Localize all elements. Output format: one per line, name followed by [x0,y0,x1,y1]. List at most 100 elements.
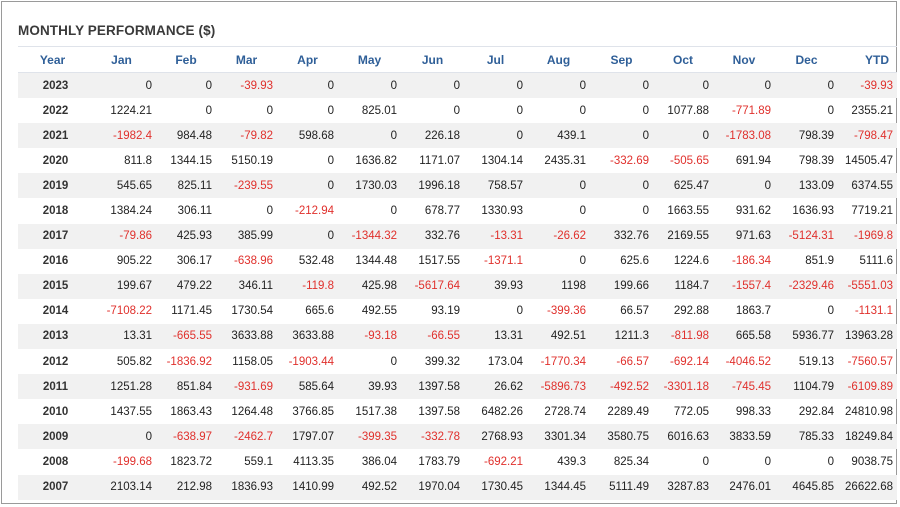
cell-may: 1730.03 [338,173,401,199]
table-row: 2015 199.67 479.22 346.11 -119.8 425.98 -5617.… [18,273,897,299]
cell-feb: 1171.45 [171,305,212,318]
cell-jan: 13.31 [87,323,156,350]
cell-apr: 1797.07 [277,424,338,450]
cell-dec: 798.39 [775,123,838,149]
cell-oct: 1077.88 [667,104,709,117]
table-row: 2017 -79.86 425.93 385.99 0 -1344.32 332.76 -13… [18,223,897,249]
cell-nov: -745.45 [713,374,775,400]
year-cell: 2023 [18,72,87,99]
cell-feb: 425.93 [156,223,216,249]
cell-apr: 0 [277,72,338,99]
cell-oct: 2169.55 [653,223,713,249]
cell-aug: 439.3 [557,455,586,468]
cell-apr: 0 [327,104,334,117]
cell-dec: 0 [827,305,834,318]
panel-title: MONTHLY PERFORMANCE ($) [18,23,216,38]
cell-oct: -692.14 [669,355,709,368]
cell-mar: 3633.88 [216,323,277,350]
cell-mar: -239.55 [216,173,277,199]
cell-sep: 625.6 [620,255,649,268]
cell-feb: -638.97 [156,424,216,450]
cell-dec: -5124.31 [775,223,838,249]
table-row: 2021 -1982.4 984.48 -79.82 598.68 0 226.18 0 439… [18,123,897,149]
cell-ytd: 14505.47 [845,154,893,167]
cell-jun: 332.76 [401,223,464,249]
cell-mar: 5150.19 [231,154,273,167]
cell-ytd: -7560.57 [847,355,893,368]
cell-feb: 851.84 [156,374,216,400]
cell-mar: 1158.05 [232,355,273,368]
cell-jul: 0 [516,104,523,117]
year-cell: 2020 [42,154,69,167]
cell-jul: -1371.1 [483,255,523,268]
cell-dec: 519.13 [798,355,834,368]
cell-jan: 905.22 [116,255,152,268]
cell-oct: 0 [702,455,709,468]
cell-may: 1517.38 [355,405,397,418]
cell-nov: -186.34 [731,255,771,268]
table-row: 2010 1437.55 1863.43 1264.48 3766.85 1517.38 1… [18,399,897,424]
cell-feb: 479.22 [156,273,216,299]
cell-aug: 0 [579,205,586,218]
cell-mar: 1836.93 [216,474,277,500]
cell-mar: 346.11 [216,273,277,299]
cell-may: -93.18 [338,323,401,350]
cell-ytd: 24810.98 [845,405,893,418]
cell-jul: 1730.45 [464,474,527,500]
cell-sep: -332.69 [609,154,649,167]
cell-oct: 6016.63 [653,424,713,450]
cell-jun: 1783.79 [418,455,460,468]
year-cell: 2010 [42,405,69,418]
cell-dec: 133.09 [775,173,838,199]
cell-jun: 1517.55 [418,255,460,268]
cell-ytd: 7719.21 [851,205,893,218]
cell-nov: 1863.7 [735,305,771,318]
cell-jul: 0 [464,123,527,149]
cell-jan: -199.68 [112,455,152,468]
cell-sep: 5111.49 [590,474,653,500]
table-row: 2011 1251.28 851.84 -931.69 585.64 39.93 1397.… [18,374,897,400]
col-header-feb: Feb [156,46,216,73]
cell-aug: 439.1 [527,123,590,149]
cell-apr: 1410.99 [277,474,338,500]
cell-may: 386.04 [361,455,397,468]
col-header-jan: Jan [87,46,156,73]
table-row: 2009 0 -638.97 -2462.7 1797.07 -399.35 -332.78… [18,424,897,450]
cell-mar: 1264.48 [231,405,273,418]
cell-jun: 0 [401,72,464,99]
year-cell: 2012 [42,355,69,368]
cell-aug: -399.36 [546,305,586,318]
cell-jan: 0 [87,424,156,450]
cell-ytd: -798.47 [838,123,897,149]
cell-oct: 0 [653,123,713,149]
cell-jul: 173.04 [487,355,523,368]
cell-jul: 39.93 [464,273,527,299]
cell-sep: 825.34 [613,455,649,468]
year-cell: 2008 [42,455,69,468]
cell-apr: 585.64 [277,374,338,400]
cell-feb: 984.48 [156,123,216,149]
cell-jan: 1384.24 [110,205,152,218]
cell-feb: 1863.43 [170,405,212,418]
cell-nov: -771.89 [731,104,771,117]
cell-oct: 772.05 [673,405,709,418]
cell-ytd: -1131.1 [854,305,893,318]
cell-feb: 212.98 [156,474,216,500]
cell-nov: 3833.59 [713,424,775,450]
cell-dec: 0 [827,455,834,468]
cell-sep: 0 [642,205,649,218]
col-header-dec: Dec [775,46,838,73]
cell-nov: 931.62 [735,205,771,218]
year-cell: 2017 [18,223,87,249]
cell-aug: 0 [579,255,586,268]
cell-oct: 3287.83 [653,474,713,500]
year-cell: 2022 [42,104,69,117]
table-row: 2019 545.65 825.11 -239.55 0 1730.03 1996.18 75… [18,173,897,199]
cell-nov: 0 [713,173,775,199]
cell-jun: -332.78 [401,424,464,450]
cell-apr: 0 [277,173,338,199]
cell-jul: 0 [464,72,527,99]
cell-jun: 1970.04 [401,474,464,500]
cell-jul: 1330.93 [481,205,523,218]
cell-jan: -79.86 [87,223,156,249]
